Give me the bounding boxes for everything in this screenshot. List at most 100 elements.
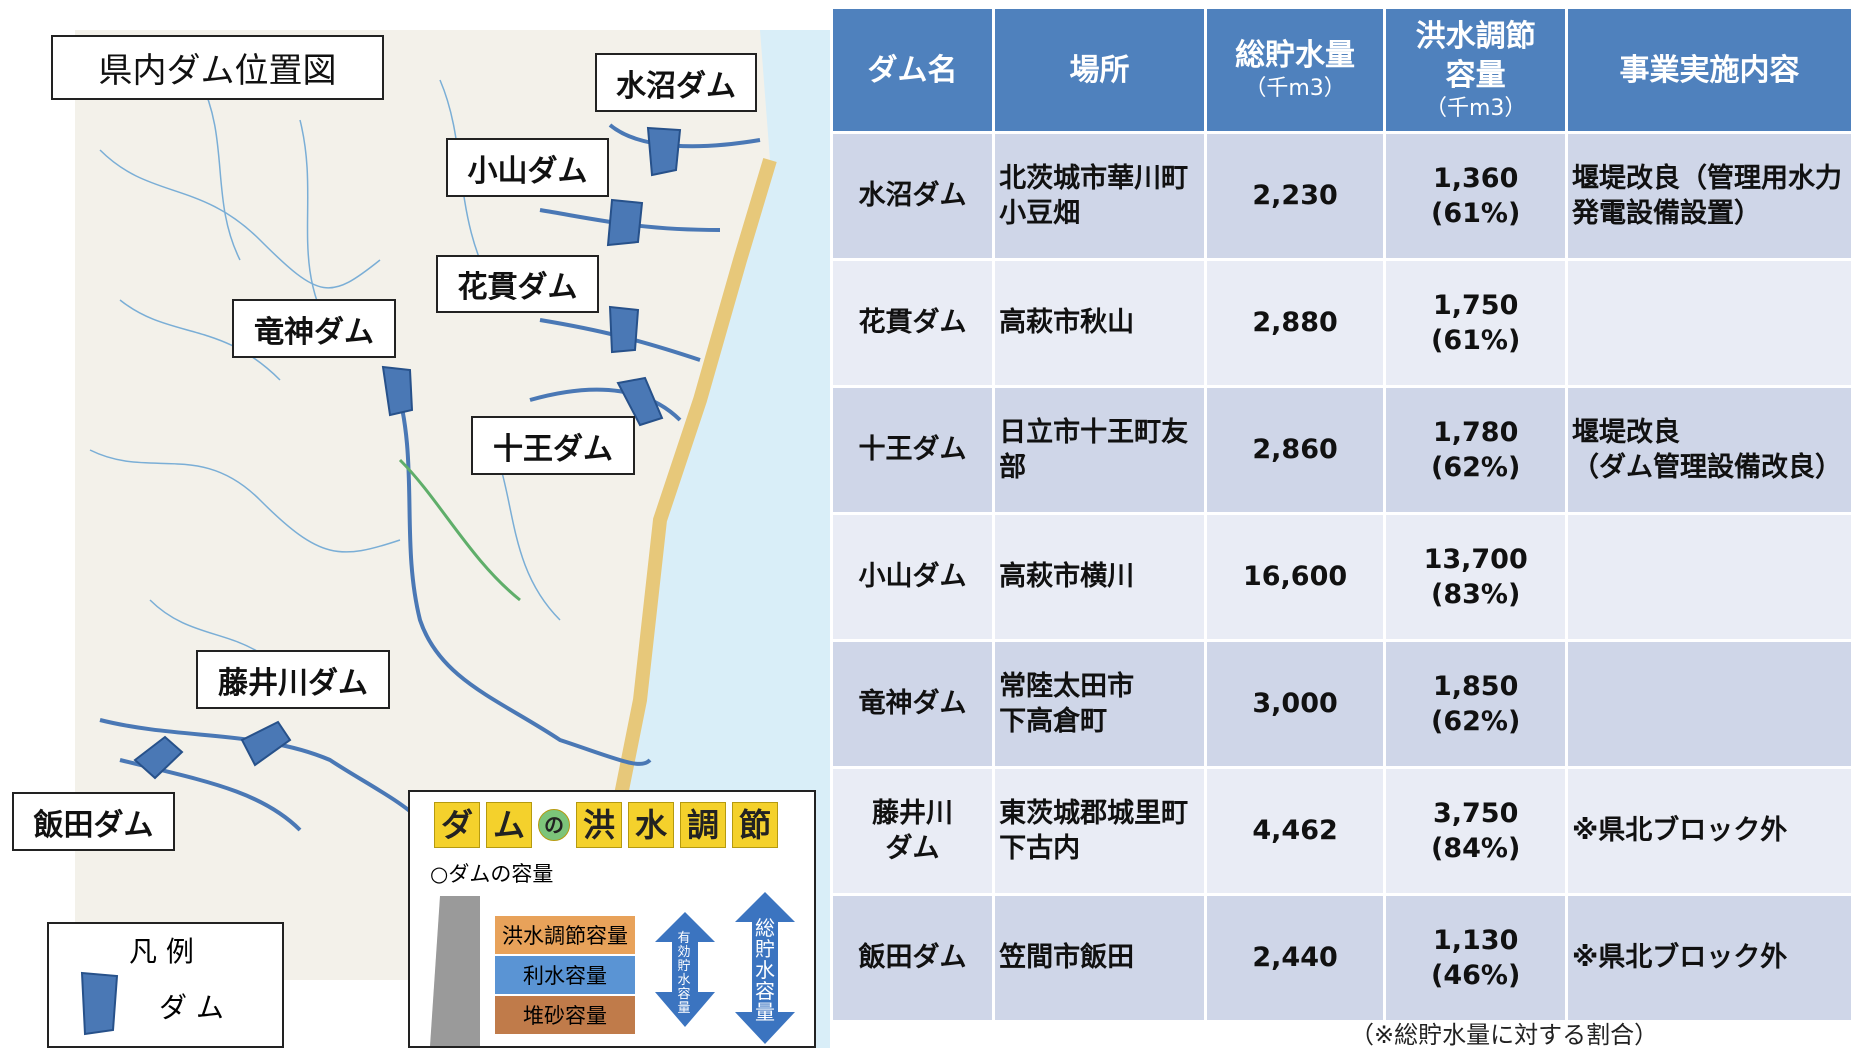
dam-name-cell: 小山ダム <box>832 514 994 641</box>
work-line: （ダム管理設備改良） <box>1572 450 1847 485</box>
total-value: 2,230 <box>1211 178 1380 213</box>
header-row: ダム名場所総貯水量（千m3）洪水調節容量（千m3）事業実施内容 <box>832 8 1853 133</box>
work-line: 発電設備設置） <box>1572 196 1847 231</box>
flood-cell: 3,750(84%) <box>1385 768 1567 895</box>
sediment-layer: 堆砂容量 <box>495 996 635 1034</box>
work-line: 堰堤改良（管理用水力 <box>1572 161 1847 196</box>
place-cell: 常陸太田市下高倉町 <box>994 641 1206 768</box>
dam-label: 飯田ダム <box>12 792 175 851</box>
dam-label: 藤井川ダム <box>196 650 390 709</box>
name-line: 十王ダム <box>837 432 988 467</box>
total-value: 16,600 <box>1211 559 1380 594</box>
total-value: 2,860 <box>1211 432 1380 467</box>
flood-title-char: 洪 <box>576 802 622 848</box>
dam-body <box>430 896 490 1046</box>
flood-title-char: 調 <box>680 802 726 848</box>
page: {"map":{"title":"県内ダム位置図", "dams":["水沼ダム… <box>0 0 1854 1048</box>
dam-icon <box>648 128 680 175</box>
place-line: 笠間市飯田 <box>999 940 1200 975</box>
flood-value: 1,780 <box>1390 415 1561 450</box>
dam-name-cell: 竜神ダム <box>832 641 994 768</box>
dam-name-cell: 藤井川ダム <box>832 768 994 895</box>
name-line: 花貫ダム <box>837 305 988 340</box>
total-cell: 2,860 <box>1205 387 1385 514</box>
legend-item: ダ ム <box>159 986 224 1026</box>
dam-name-cell: 飯田ダム <box>832 895 994 1022</box>
flood-value: 1,850 <box>1390 669 1561 704</box>
place-line: 東茨城郡城里町 <box>999 796 1200 831</box>
flood-panel: ダムの洪水調節 ○ダムの容量 洪水調節容量 利水容量 堆砂容量 有効貯水容量 総… <box>408 790 816 1048</box>
legend-title: 凡 例 <box>129 930 194 970</box>
place-line: 部 <box>999 450 1200 485</box>
place-line: 下古内 <box>999 831 1200 866</box>
dam-label: 小山ダム <box>446 138 609 197</box>
work-cell: ※県北ブロック外 <box>1567 895 1853 1022</box>
total-value: 2,880 <box>1211 305 1380 340</box>
flood-ratio: (61%) <box>1390 323 1561 358</box>
work-cell <box>1567 514 1853 641</box>
work-line: ※県北ブロック外 <box>1572 813 1847 848</box>
legend-icon <box>77 968 127 1038</box>
flood-ratio: (62%) <box>1390 450 1561 485</box>
place-line: 下高倉町 <box>999 704 1200 739</box>
place-line: 常陸太田市 <box>999 669 1200 704</box>
place-line: 小豆畑 <box>999 196 1200 231</box>
work-line: ※県北ブロック外 <box>1572 940 1847 975</box>
dam-label: 水沼ダム <box>595 53 757 112</box>
flood-value: 1,130 <box>1390 923 1561 958</box>
flood-value: 13,700 <box>1390 542 1561 577</box>
place-cell: 高萩市秋山 <box>994 260 1206 387</box>
flood-title: ダムの洪水調節 <box>434 802 784 848</box>
place-line: 高萩市秋山 <box>999 305 1200 340</box>
total-value: 3,000 <box>1211 686 1380 721</box>
flood-ratio: (46%) <box>1390 958 1561 993</box>
place-cell: 高萩市横川 <box>994 514 1206 641</box>
name-line: 藤井川 <box>837 796 988 831</box>
work-cell: 堰堤改良（管理用水力発電設備設置） <box>1567 133 1853 260</box>
flood-title-char: 水 <box>628 802 674 848</box>
header-unit: （千m3） <box>1390 95 1561 124</box>
header-text: 事業実施内容 <box>1572 51 1847 90</box>
total-label: 総貯水容量 <box>752 918 778 1023</box>
map-title: 県内ダム位置図 <box>51 35 384 100</box>
place-cell: 北茨城市華川町小豆畑 <box>994 133 1206 260</box>
work-line: 堰堤改良 <box>1572 415 1847 450</box>
table-row: 小山ダム高萩市横川 16,600 13,700(83%) <box>832 514 1853 641</box>
place-line: 高萩市横川 <box>999 559 1200 594</box>
work-cell: ※県北ブロック外 <box>1567 768 1853 895</box>
flood-cell: 1,750(61%) <box>1385 260 1567 387</box>
dam-label: 竜神ダム <box>232 299 396 358</box>
flood-ratio: (84%) <box>1390 831 1561 866</box>
place-line: 北茨城市華川町 <box>999 161 1200 196</box>
header-cell: 場所 <box>994 8 1206 133</box>
dam-name-cell: 水沼ダム <box>832 133 994 260</box>
dam-table: ダム名場所総貯水量（千m3）洪水調節容量（千m3）事業実施内容 水沼ダム北茨城市… <box>830 6 1854 1023</box>
flood-title-char: の <box>538 809 570 841</box>
place-cell: 笠間市飯田 <box>994 895 1206 1022</box>
flood-cell: 1,850(62%) <box>1385 641 1567 768</box>
flood-title-char: ダ <box>434 802 480 848</box>
name-line: 水沼ダム <box>837 178 988 213</box>
flood-value: 1,360 <box>1390 161 1561 196</box>
flood-title-char: 節 <box>732 802 778 848</box>
total-cell: 4,462 <box>1205 768 1385 895</box>
total-cell: 2,880 <box>1205 260 1385 387</box>
header-cell: 洪水調節容量（千m3） <box>1385 8 1567 133</box>
dam-label: 花貫ダム <box>436 255 599 313</box>
header-text: ダム名 <box>837 51 988 90</box>
flood-ratio: (61%) <box>1390 196 1561 231</box>
flood-ratio: (83%) <box>1390 577 1561 612</box>
total-cell: 16,600 <box>1205 514 1385 641</box>
dam-name-cell: 十王ダム <box>832 387 994 514</box>
effective-label: 有効貯水容量 <box>674 932 694 1016</box>
name-line: 小山ダム <box>837 559 988 594</box>
work-cell <box>1567 260 1853 387</box>
name-line: ダム <box>837 831 988 866</box>
work-cell: 堰堤改良（ダム管理設備改良） <box>1567 387 1853 514</box>
dam-label: 十王ダム <box>471 416 635 475</box>
flood-cell: 1,780(62%) <box>1385 387 1567 514</box>
